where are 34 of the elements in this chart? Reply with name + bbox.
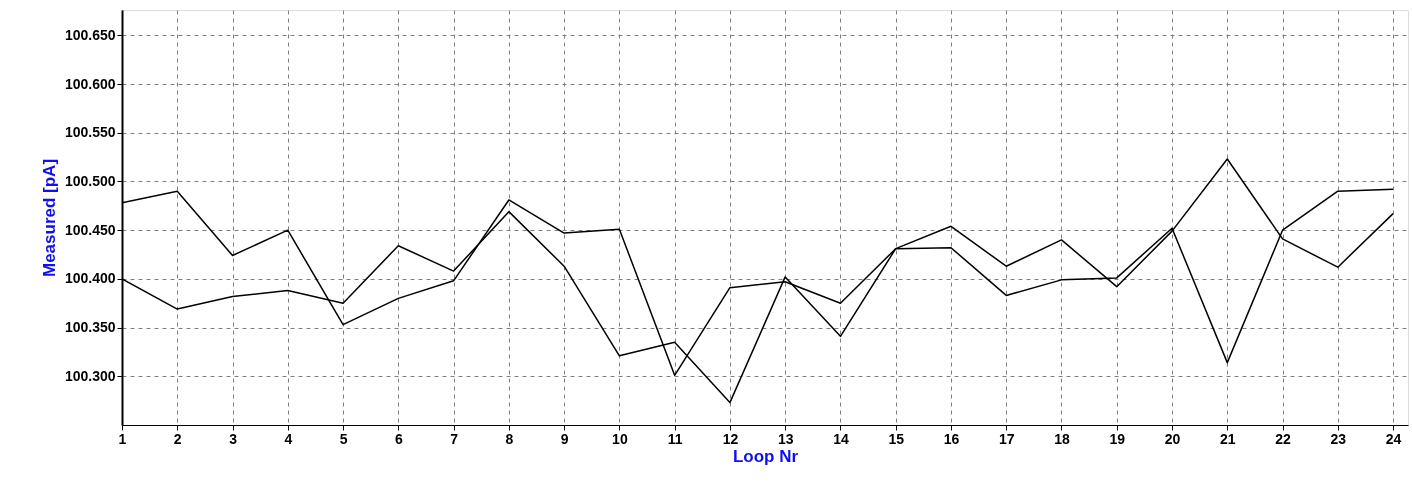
x-tick-label: 6: [394, 430, 403, 447]
x-tick-label: 2: [173, 430, 182, 447]
x-tick-label: 15: [888, 430, 905, 447]
y-tick-label: 100.350: [64, 319, 116, 336]
y-tick-label: 100.550: [64, 124, 116, 141]
x-tick-label: 3: [229, 430, 238, 447]
x-tick-label: 23: [1330, 430, 1347, 447]
x-tick-label: 19: [1109, 430, 1126, 447]
x-tick-label: 17: [998, 430, 1015, 447]
x-tick-label: 1: [118, 430, 127, 447]
x-tick-label: 7: [450, 430, 459, 447]
x-tick-label: 8: [505, 430, 514, 447]
x-tick-label: 22: [1275, 430, 1292, 447]
x-axis-title: Loop Nr: [732, 446, 799, 466]
y-axis-title: Measured [pA]: [39, 158, 59, 278]
x-tick-label: 16: [943, 430, 960, 447]
x-tick-label: 11: [667, 430, 683, 447]
x-tick-label: 14: [833, 430, 849, 447]
x-tick-label: 5: [339, 430, 348, 447]
x-tick-label: 4: [284, 430, 293, 447]
x-tick-label: 24: [1385, 430, 1402, 447]
x-tick-label: 12: [722, 430, 739, 447]
y-tick-label: 100.300: [64, 367, 116, 384]
x-tick-label: 21: [1220, 430, 1236, 447]
y-tick-label: 100.500: [64, 172, 116, 189]
x-tick-label: 13: [777, 430, 794, 447]
y-tick-label: 100.650: [64, 26, 116, 43]
y-tick-label: 100.400: [64, 270, 116, 287]
x-tick-label: 20: [1164, 430, 1181, 447]
x-tick-label: 18: [1054, 430, 1070, 447]
x-tick-label: 10: [612, 430, 628, 447]
y-tick-label: 100.450: [64, 221, 116, 238]
x-tick-label: 9: [560, 430, 569, 447]
y-tick-label: 100.600: [64, 75, 116, 92]
